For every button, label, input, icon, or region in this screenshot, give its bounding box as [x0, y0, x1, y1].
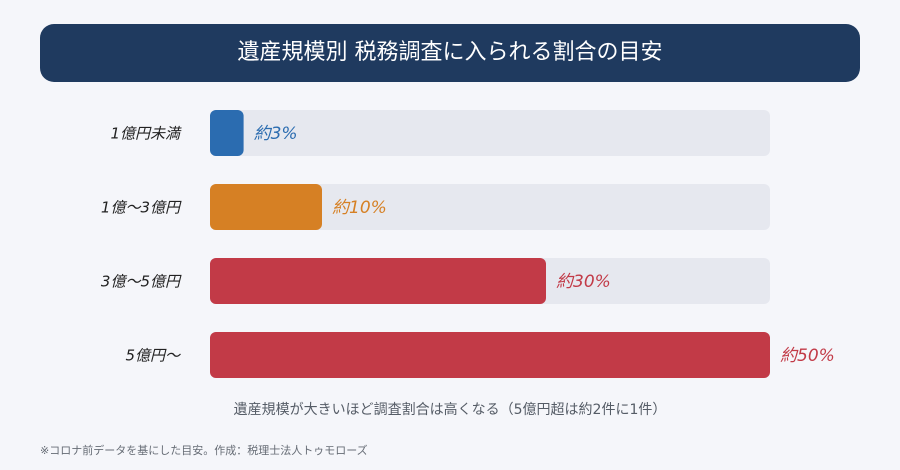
category-label: 5億円～ — [125, 347, 181, 365]
value-label: 約50% — [780, 346, 835, 366]
bar — [210, 110, 244, 156]
bar-track — [210, 184, 770, 230]
title-banner — [40, 24, 860, 82]
value-label: 約3% — [254, 124, 298, 144]
value-label: 約10% — [332, 198, 387, 218]
category-label: 1億円未満 — [110, 125, 182, 143]
category-label: 3億～5億円 — [101, 273, 182, 291]
bar — [210, 258, 546, 304]
bar-track — [210, 110, 770, 156]
chart-title: 遺産規模別 税務調査に入られる割合の目安 — [238, 40, 663, 65]
bar — [210, 332, 770, 378]
value-label: 約30% — [556, 272, 611, 292]
category-label: 1億～3億円 — [101, 199, 182, 217]
footnote: ※コロナ前データを基にした目安。作成：税理士法人トゥモローズ — [40, 443, 368, 457]
bar — [210, 184, 322, 230]
annotation: 遺産規模が大きいほど調査割合は高くなる（5億円超は約2件に1件） — [234, 401, 667, 418]
